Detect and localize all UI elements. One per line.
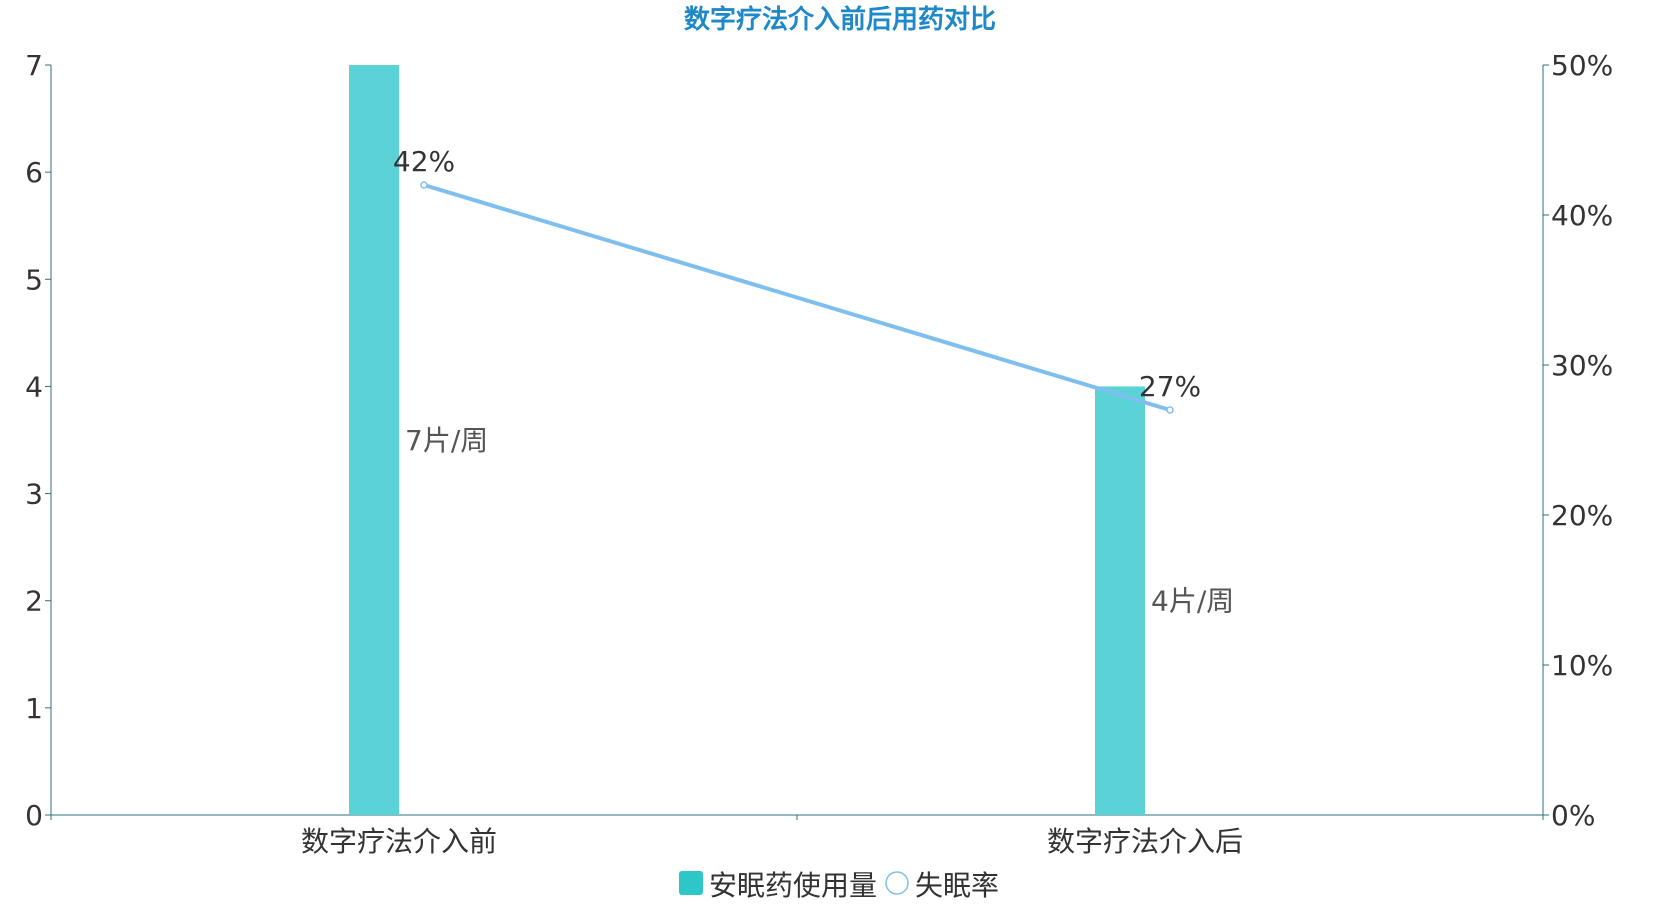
- y-left-tick-label: 7: [25, 49, 43, 82]
- y-right-tick-label: 10%: [1551, 649, 1613, 682]
- x-tick-label: 数字疗法介入后: [1047, 825, 1243, 858]
- y-left-tick-label: 3: [25, 478, 43, 511]
- y-right-tick-label: 50%: [1551, 49, 1613, 82]
- legend-swatch-square: [679, 871, 703, 895]
- line-point: [1166, 406, 1174, 414]
- y-right-tick-label: 30%: [1551, 349, 1613, 382]
- axes: 0 1 2 3 4 5 6 7 0% 10% 20% 30% 40% 50% 数字疗法介入前 数字疗法介入后: [25, 49, 1613, 858]
- legend: 安眠药使用量 失眠率: [679, 869, 999, 902]
- bar-data-label: 7片/周: [405, 424, 488, 457]
- bar: [349, 65, 399, 815]
- y-right-tick-label: 40%: [1551, 199, 1613, 232]
- y-left-tick-label: 4: [25, 370, 43, 403]
- y-left-tick-label: 2: [25, 585, 43, 618]
- y-left-tick-label: 0: [25, 799, 43, 832]
- line-point: [420, 181, 428, 189]
- bars: 7片/周 4片/周: [349, 65, 1234, 815]
- y-left-tick-label: 5: [25, 263, 43, 296]
- line-series: 42% 27%: [393, 145, 1201, 414]
- line-data-label: 42%: [393, 145, 455, 178]
- y-right-tick-label: 0%: [1551, 799, 1595, 832]
- legend-label: 安眠药使用量: [709, 869, 877, 902]
- y-left-tick-label: 1: [25, 692, 43, 725]
- x-tick-label: 数字疗法介入前: [301, 825, 497, 858]
- chart-title: 数字疗法介入前后用药对比: [684, 4, 996, 35]
- y-left-tick-label: 6: [25, 156, 43, 189]
- line-data-label: 27%: [1139, 370, 1201, 403]
- legend-label: 失眠率: [915, 869, 999, 902]
- legend-swatch-circle: [885, 871, 909, 895]
- line-path: [423, 183, 1171, 412]
- bar: [1095, 386, 1145, 815]
- y-right-tick-label: 20%: [1551, 499, 1613, 532]
- bar-data-label: 4片/周: [1151, 585, 1234, 618]
